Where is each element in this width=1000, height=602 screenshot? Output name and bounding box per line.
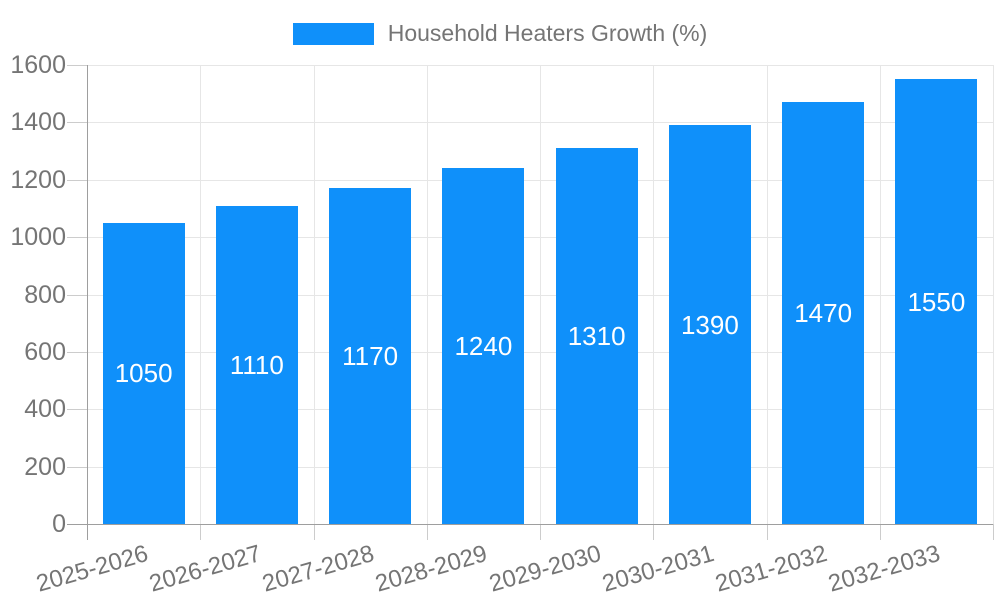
y-axis-tick-label: 1400 [10,108,66,137]
x-gridline [993,65,994,524]
y-axis-tick [67,466,87,468]
bar[interactable] [215,205,298,524]
y-axis-tick-label: 200 [24,452,66,481]
bar[interactable] [668,125,751,524]
legend-swatch [292,22,374,45]
x-axis-tick [766,524,768,540]
y-axis-tick [67,351,87,353]
x-axis-category-label: 2027-2028 [259,540,378,598]
legend: Household Heaters Growth (%) [0,20,1000,47]
bar[interactable] [895,79,978,524]
x-gridline [426,65,428,524]
y-axis-tick [67,122,87,124]
x-axis-tick [540,524,541,540]
bar-value-label: 1310 [567,321,626,352]
x-axis-category-label: 2025-2026 [33,540,151,598]
bar-value-label: 1050 [114,358,173,389]
y-axis-tick-label: 400 [24,395,66,424]
x-axis-category-label: 2030-2031 [599,540,718,598]
x-axis-tick [200,524,202,540]
x-gridline [766,65,768,524]
x-axis-category-label: 2028-2029 [372,540,491,598]
bar[interactable] [102,222,185,524]
x-gridline [879,65,881,524]
y-axis-tick-label: 1600 [10,51,66,79]
y-axis-tick [67,237,87,239]
legend-item[interactable]: Household Heaters Growth (%) [292,20,708,47]
x-axis-tick [879,524,881,540]
x-axis-category-label: 2029-2030 [486,540,604,598]
y-axis-tick-label: 800 [24,280,66,309]
y-axis-tick-label: 600 [24,337,66,366]
legend-label: Household Heaters Growth (%) [387,20,708,46]
x-axis-tick [653,524,655,540]
bar-value-label: 1170 [342,341,399,372]
x-axis-category-label: 2031-2032 [712,540,831,598]
y-axis-line [87,65,88,540]
bar-value-label: 1550 [907,286,966,317]
x-gridline [200,65,202,524]
x-axis-line [67,524,993,525]
bar[interactable] [442,168,525,524]
bar-value-label: 1470 [794,298,853,329]
x-axis-tick [426,524,428,540]
bar-value-label: 1390 [680,309,739,340]
bar[interactable] [555,148,638,524]
y-axis-tick [67,65,87,66]
x-axis-tick [993,524,994,540]
x-axis-tick [313,524,315,540]
y-axis-tick-label: 1200 [10,165,66,194]
y-axis-tick [67,409,87,411]
x-axis-category-label: 2026-2027 [146,540,265,598]
y-axis-tick-label: 1000 [10,223,66,252]
x-gridline [313,65,315,524]
x-axis-category-label: 2032-2033 [825,540,944,598]
x-gridline [540,65,541,524]
bar-value-label: 1240 [454,331,513,362]
y-axis-tick [67,294,87,296]
y-axis-tick [67,179,87,181]
x-gridline [653,65,655,524]
y-axis-tick-label: 0 [52,510,66,538]
bar-value-label: 1110 [229,349,284,380]
bar[interactable] [329,188,412,524]
bar[interactable] [782,102,865,524]
